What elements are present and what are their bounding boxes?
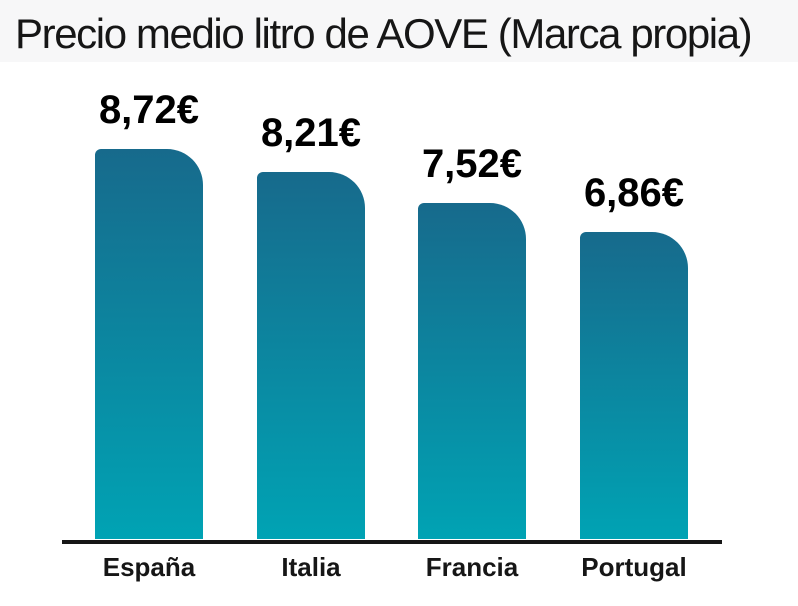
- bar-category-label-italia: Italia: [281, 552, 341, 582]
- bar-category-label-espana: España: [102, 552, 196, 582]
- bar-category-label-francia: Francia: [425, 552, 519, 582]
- bar-value-label-francia: 7,52€: [421, 142, 523, 186]
- bar-value-label-espana: 8,72€: [98, 88, 200, 132]
- bar-value-label-portugal: 6,86€: [583, 171, 685, 215]
- bar-espana: [95, 149, 203, 539]
- bar-value-label-italia: 8,21€: [260, 111, 362, 155]
- bar-italia: [257, 172, 365, 539]
- bar-francia: [418, 203, 526, 539]
- chart-title: Precio medio litro de AOVE (Marca propia…: [15, 10, 753, 57]
- title-band: [0, 0, 798, 62]
- bar-category-label-portugal: Portugal: [581, 552, 687, 582]
- bar-portugal: [580, 232, 688, 539]
- x-axis-line: [62, 540, 722, 544]
